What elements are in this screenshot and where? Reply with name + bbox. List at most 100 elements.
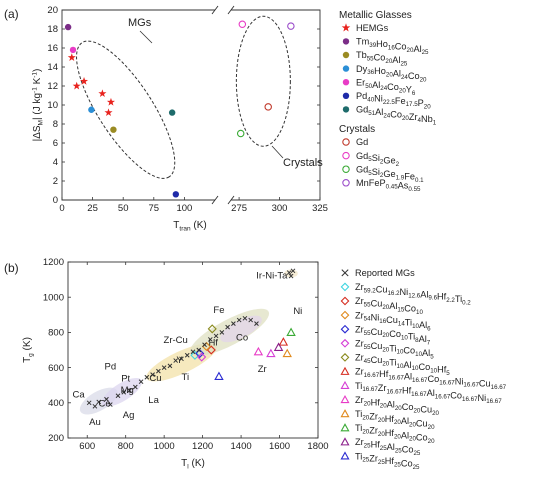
formula-element: Cu xyxy=(386,315,398,325)
formula-subscript: 2 xyxy=(396,161,400,168)
element-label: Ti xyxy=(182,372,190,383)
x-stroke xyxy=(341,269,349,277)
formula-subscript: 5 xyxy=(368,156,372,163)
formula-element: Al xyxy=(419,334,427,344)
formula-subscript: 25 xyxy=(394,462,401,469)
data-point-x xyxy=(236,317,242,323)
data-point-open-circle xyxy=(264,103,272,111)
legend-entry: Gd xyxy=(356,137,368,147)
formula-element: Co xyxy=(416,433,428,443)
x-stroke xyxy=(138,379,144,385)
data-point-star xyxy=(98,89,107,98)
x-tick-label: 600 xyxy=(79,441,95,452)
formula-subscript: 25 xyxy=(364,443,371,450)
formula-subscript: 20 xyxy=(424,104,431,111)
formula-subscript: 10 xyxy=(412,365,419,372)
x-stroke xyxy=(127,388,132,393)
data-point-triangle xyxy=(286,327,296,336)
y-tick-label: 20 xyxy=(47,5,58,16)
formula-element: Zr xyxy=(355,353,364,363)
formula-element: Al xyxy=(393,69,401,79)
formula-subscript: 1 xyxy=(433,120,437,127)
element-label: Ir-Ni-Ta xyxy=(256,271,288,282)
x-stroke xyxy=(173,358,179,363)
formula-element: Hf xyxy=(379,369,389,379)
data-point-triangle xyxy=(278,337,289,346)
formula-element: Al xyxy=(404,372,412,382)
formula-subscript: 45 xyxy=(364,358,371,365)
formula-element: Zr xyxy=(409,112,418,122)
formula-element: Al xyxy=(375,107,383,117)
x-tick-label: 50 xyxy=(118,203,129,214)
formula-subscript: 16.67 xyxy=(362,386,378,393)
x-stroke xyxy=(207,337,213,342)
legend-marker xyxy=(340,423,350,432)
formula-element: Al xyxy=(413,44,421,54)
formula-element: Zr xyxy=(355,296,364,306)
legend-entry: Ti16.67Zr16.67Hf16.67Al16.67Co16.67Ni16.… xyxy=(355,381,502,405)
y-tick-label: 18 xyxy=(47,24,58,35)
legend-marker xyxy=(340,296,350,306)
y-tick-label: 1200 xyxy=(43,257,64,268)
formula-element: Zr xyxy=(355,367,364,377)
formula-subscript: 50 xyxy=(365,83,372,90)
x-stroke xyxy=(92,403,98,409)
formula-element: Nb xyxy=(421,114,433,124)
legend-marker xyxy=(340,310,350,320)
formula-subscript: 24 xyxy=(401,74,408,81)
data-point-x xyxy=(173,358,179,363)
x-stroke xyxy=(132,384,138,390)
legend-marker xyxy=(340,282,350,292)
formula-element: Hf xyxy=(385,456,395,466)
formula-element: Ti xyxy=(389,357,396,367)
formula-subscript: 20 xyxy=(382,346,389,353)
formula-subscript: 20 xyxy=(402,115,409,122)
formula-element: Si xyxy=(372,167,380,177)
element-label: Au xyxy=(89,417,101,428)
x-stroke xyxy=(161,365,167,370)
y-tick-label: 600 xyxy=(48,363,64,374)
x-stroke xyxy=(254,321,259,326)
x-stroke xyxy=(179,356,184,362)
formula-subscript: 5 xyxy=(430,354,434,361)
x-stroke xyxy=(288,273,294,279)
y-tick-label: 10 xyxy=(47,100,58,111)
data-point-x xyxy=(286,270,292,275)
formula-subscript: 2 xyxy=(380,159,384,166)
formula-element: Hf xyxy=(371,440,381,450)
legend-entry: Zr16.67Hf16.67Al16.67Co16.67Ni16.67Cu16.… xyxy=(355,367,507,391)
formula-subscript: 10 xyxy=(415,351,422,358)
formula-subscript: 20 xyxy=(378,431,385,438)
data-point-triangle xyxy=(253,346,264,356)
formula-element: Co xyxy=(387,82,399,92)
formula-element: Zr xyxy=(355,282,364,292)
data-point-diamond xyxy=(190,350,200,360)
formula-element: Al xyxy=(389,301,397,311)
formula-subscript: 20 xyxy=(394,419,401,426)
formula-subscript: 16.67 xyxy=(486,398,502,405)
formula-subscript: 16.67 xyxy=(388,375,404,382)
legend-entry: Gd5Si2Ge2 xyxy=(356,151,400,168)
formula-element: Co xyxy=(401,459,413,469)
data-point-x xyxy=(150,372,155,377)
data-point-x xyxy=(96,399,102,405)
x-stroke xyxy=(202,342,207,348)
legend-entry: Ti20Zr20Hf20Al20Co20 xyxy=(355,423,435,445)
data-point-diamond xyxy=(207,324,217,334)
formula-subscript: 16.67 xyxy=(463,382,479,389)
formula-subscript: 55 xyxy=(364,344,371,351)
formula-subscript: 20 xyxy=(420,76,427,83)
x-stroke xyxy=(231,321,236,326)
formula-element: Al xyxy=(401,416,409,426)
x-axis-label: Ttran (K) xyxy=(173,220,206,233)
formula-subscript: 25 xyxy=(378,459,385,466)
formula-element: Co xyxy=(389,329,401,339)
formula-element: Al xyxy=(427,388,435,398)
data-point-x xyxy=(288,273,294,279)
formula-subscript: 20 xyxy=(362,414,369,421)
x-stroke xyxy=(115,393,121,399)
formula-element: Hf xyxy=(385,428,395,438)
formula-subscript: 20 xyxy=(386,72,393,79)
axis-break-mark xyxy=(211,195,219,205)
